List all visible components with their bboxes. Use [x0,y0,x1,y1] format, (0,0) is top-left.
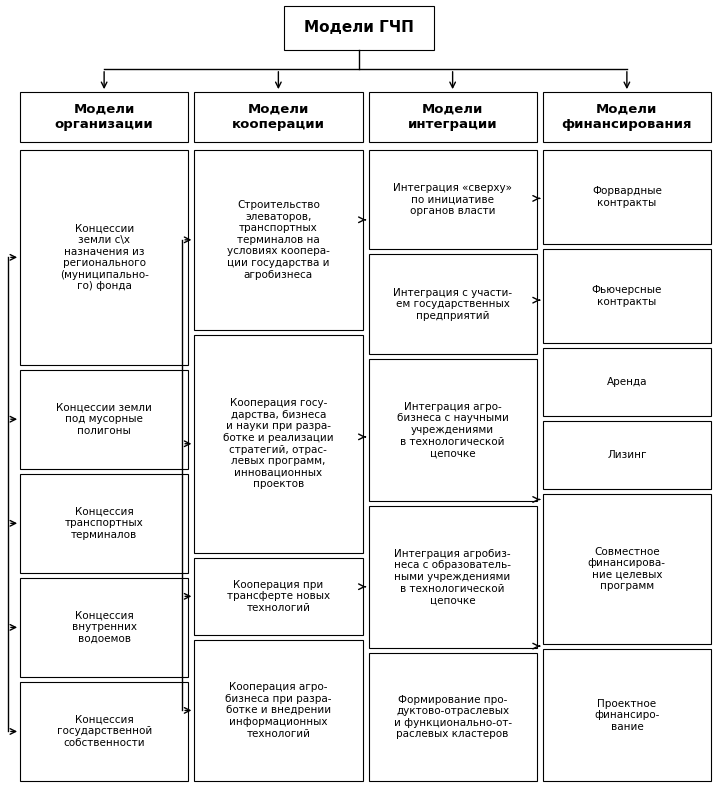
Text: Интеграция агро-
бизнеса с научными
учреждениями
в технологической
цепочке: Интеграция агро- бизнеса с научными учре… [397,402,508,458]
Text: Интеграция «сверху»
по инициативе
органов власти: Интеграция «сверху» по инициативе органо… [393,184,512,216]
Text: Кооперация госу-
дарства, бизнеса
и науки при разра-
ботке и реализации
стратеги: Кооперация госу- дарства, бизнеса и наук… [223,398,333,490]
FancyBboxPatch shape [194,640,363,781]
Text: Фьючерсные
контракты: Фьючерсные контракты [592,286,662,307]
Text: Концессия
внутренних
водоемов: Концессия внутренних водоемов [72,611,137,644]
Text: Проектное
финансиро-
вание: Проектное финансиро- вание [594,698,660,732]
FancyBboxPatch shape [369,359,537,501]
Text: Концессии земли
под мусорные
полигоны: Концессии земли под мусорные полигоны [56,403,152,436]
FancyBboxPatch shape [194,335,363,553]
Text: Интеграция агробиз-
неса с образователь-
ными учреждениями
в технологической
цеп: Интеграция агробиз- неса с образователь-… [394,549,511,605]
FancyBboxPatch shape [543,348,711,416]
FancyBboxPatch shape [20,578,189,677]
Text: Формирование про-
дуктово-отраслевых
и функционально-от-
раслевых кластеров: Формирование про- дуктово-отраслевых и ф… [394,694,512,740]
Text: Модели
организации: Модели организации [54,103,153,131]
FancyBboxPatch shape [20,92,189,142]
FancyBboxPatch shape [543,150,711,244]
Text: Концессии
земли с\х
назначения из
регионального
(муниципально-
го) фонда: Концессии земли с\х назначения из регион… [60,223,148,291]
FancyBboxPatch shape [283,6,434,50]
FancyBboxPatch shape [543,494,711,644]
FancyBboxPatch shape [543,649,711,781]
Text: Лизинг: Лизинг [607,450,647,460]
FancyBboxPatch shape [369,255,537,354]
Text: Модели
финансирования: Модели финансирования [561,103,692,131]
Text: Совместное
финансирова-
ние целевых
программ: Совместное финансирова- ние целевых прог… [588,547,666,592]
FancyBboxPatch shape [20,369,189,469]
FancyBboxPatch shape [543,249,711,343]
FancyBboxPatch shape [543,92,711,142]
FancyBboxPatch shape [20,682,189,781]
Text: Форвардные
контракты: Форвардные контракты [592,186,662,208]
Text: Модели
кооперации: Модели кооперации [232,103,325,131]
Text: Модели
интеграции: Модели интеграции [408,103,498,131]
Text: Аренда: Аренда [607,377,647,387]
Text: Кооперация при
трансферте новых
технологий: Кооперация при трансферте новых технолог… [227,580,330,613]
Text: Кооперация агро-
бизнеса при разра-
ботке и внедрении
информационных
технологий: Кооперация агро- бизнеса при разра- ботк… [225,682,332,739]
Text: Концессия
транспортных
терминалов: Концессия транспортных терминалов [65,507,143,540]
FancyBboxPatch shape [369,506,537,648]
FancyBboxPatch shape [194,150,363,330]
FancyBboxPatch shape [369,653,537,781]
FancyBboxPatch shape [194,92,363,142]
Text: Модели ГЧП: Модели ГЧП [303,21,414,36]
FancyBboxPatch shape [20,150,189,365]
FancyBboxPatch shape [194,558,363,635]
FancyBboxPatch shape [369,150,537,249]
Text: Интеграция с участи-
ем государственных
предприятий: Интеграция с участи- ем государственных … [393,288,512,321]
Text: Концессия
государственной
собственности: Концессия государственной собственности [57,715,152,748]
FancyBboxPatch shape [369,92,537,142]
FancyBboxPatch shape [20,474,189,573]
FancyBboxPatch shape [543,421,711,489]
Text: Строительство
элеваторов,
транспортных
терминалов на
условиях коопера-
ции госуд: Строительство элеваторов, транспортных т… [227,200,330,280]
